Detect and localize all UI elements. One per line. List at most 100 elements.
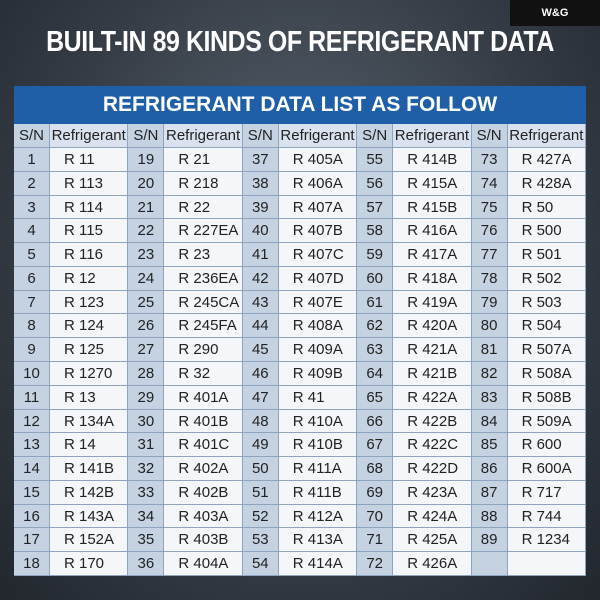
refrigerant-name: R 600 <box>507 433 586 458</box>
refrigerant-name: R 419A <box>393 290 472 315</box>
refrigerant-name: R 1270 <box>50 362 129 386</box>
serial-number: 2 <box>14 171 50 196</box>
refrigerant-name: R 141B <box>50 457 129 481</box>
serial-number: 80 <box>471 314 508 339</box>
refrigerant-name: R 113 <box>50 171 129 196</box>
refrigerant-name: R 717 <box>507 480 586 505</box>
serial-number: 51 <box>242 480 279 505</box>
serial-number: 19 <box>128 148 165 172</box>
refrigerant-name: R 417A <box>393 243 472 267</box>
serial-number: 83 <box>471 385 508 410</box>
serial-number: 61 <box>357 290 394 315</box>
serial-number: 55 <box>357 148 394 172</box>
refrigerant-name: R 418A <box>393 266 472 291</box>
serial-number: 50 <box>242 457 279 481</box>
column-header: Refrigerant <box>507 124 586 148</box>
serial-number: 23 <box>128 243 165 267</box>
serial-number: 76 <box>471 219 508 244</box>
refrigerant-name: R 425A <box>393 528 472 553</box>
serial-number: 9 <box>14 338 50 362</box>
serial-number: 73 <box>471 148 508 172</box>
refrigerant-name: R 407B <box>278 219 358 244</box>
serial-number: 18 <box>14 552 50 576</box>
serial-number: 13 <box>14 433 50 458</box>
refrigerant-name: R 402B <box>164 480 243 505</box>
serial-number: 11 <box>14 385 50 410</box>
serial-number: 28 <box>128 362 165 386</box>
serial-number: 82 <box>471 362 508 386</box>
serial-number: 10 <box>14 362 50 386</box>
refrigerant-name: R 422A <box>393 385 472 410</box>
refrigerant-name: R 504 <box>507 314 586 339</box>
serial-number: 48 <box>242 409 279 434</box>
refrigerant-name: R 134A <box>50 409 129 434</box>
serial-number: 15 <box>14 480 50 505</box>
refrigerant-name: R 123 <box>50 290 129 315</box>
serial-number: 14 <box>14 457 50 481</box>
refrigerant-name <box>507 552 586 576</box>
serial-number: 5 <box>14 243 50 267</box>
serial-number: 27 <box>128 338 165 362</box>
serial-number: 25 <box>128 290 165 315</box>
serial-number: 4 <box>14 219 50 244</box>
refrigerant-name: R 411B <box>278 480 358 505</box>
column-header: Refrigerant <box>164 124 243 148</box>
refrigerant-name: R 14 <box>50 433 129 458</box>
serial-number: 59 <box>357 243 394 267</box>
refrigerant-name: R 405A <box>278 148 358 172</box>
serial-number: 68 <box>357 457 394 481</box>
refrigerant-name: R 422C <box>393 433 472 458</box>
refrigerant-name: R 11 <box>50 148 129 172</box>
serial-number: 78 <box>471 266 508 291</box>
refrigerant-name: R 403B <box>164 528 243 553</box>
refrigerant-name: R 406A <box>278 171 358 196</box>
refrigerant-name: R 428A <box>507 171 586 196</box>
table: REFRIGERANT DATA LIST AS FOLLOW S/N Refri… <box>14 86 586 576</box>
column-header: Refrigerant <box>50 124 129 148</box>
refrigerant-name: R 409A <box>278 338 358 362</box>
serial-number: 67 <box>357 433 394 458</box>
refrigerant-name: R 600A <box>507 457 586 481</box>
serial-number: 3 <box>14 195 50 220</box>
refrigerant-name: R 409B <box>278 362 358 386</box>
column-header: S/N <box>471 124 508 148</box>
refrigerant-name: R 421B <box>393 362 472 386</box>
refrigerant-name: R 410A <box>278 409 358 434</box>
refrigerant-name: R 13 <box>50 385 129 410</box>
serial-number: 74 <box>471 171 508 196</box>
refrigerant-name: R 23 <box>164 243 243 267</box>
refrigerant-name: R 245FA <box>164 314 243 339</box>
serial-number: 49 <box>242 433 279 458</box>
refrigerant-name: R 416A <box>393 219 472 244</box>
serial-number: 21 <box>128 195 165 220</box>
refrigerant-name: R 142B <box>50 480 129 505</box>
refrigerant-name: R 407C <box>278 243 358 267</box>
serial-number: 6 <box>14 266 50 291</box>
serial-number: 64 <box>357 362 394 386</box>
serial-number: 46 <box>242 362 279 386</box>
serial-number: 71 <box>357 528 394 553</box>
serial-number: 8 <box>14 314 50 339</box>
serial-number: 41 <box>242 243 279 267</box>
column-header: S/N <box>242 124 279 148</box>
refrigerant-name: R 411A <box>278 457 358 481</box>
serial-number: 62 <box>357 314 394 339</box>
refrigerant-name: R 422D <box>393 457 472 481</box>
refrigerant-name: R 407A <box>278 195 358 220</box>
serial-number: 34 <box>128 504 165 529</box>
column-header: S/N <box>357 124 394 148</box>
serial-number: 17 <box>14 528 50 553</box>
refrigerant-name: R 12 <box>50 266 129 291</box>
column-header: Refrigerant <box>278 124 358 148</box>
logo: W&G <box>510 0 600 26</box>
serial-number: 65 <box>357 385 394 410</box>
refrigerant-name: R 407D <box>278 266 358 291</box>
serial-number: 57 <box>357 195 394 220</box>
refrigerant-name: R 426A <box>393 552 472 576</box>
serial-number: 70 <box>357 504 394 529</box>
serial-number: 47 <box>242 385 279 410</box>
refrigerant-name: R 32 <box>164 362 243 386</box>
serial-number: 88 <box>471 504 508 529</box>
refrigerant-name: R 236EA <box>164 266 243 291</box>
serial-number: 26 <box>128 314 165 339</box>
